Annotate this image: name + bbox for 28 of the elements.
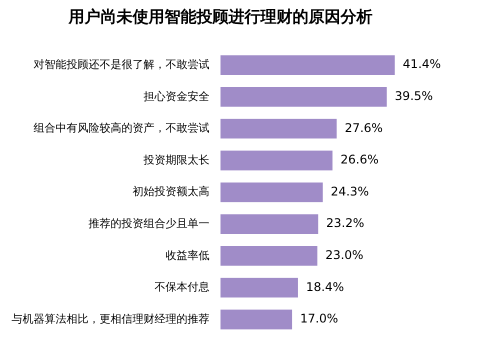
bar	[220, 278, 298, 298]
y-tick-label: 组合中有风险较高的资产，不敢尝试	[34, 122, 210, 135]
data-label: 41.4%	[402, 57, 441, 72]
bar	[220, 55, 395, 75]
data-label: 39.5%	[394, 89, 433, 104]
y-tick-label: 不保本付息	[154, 280, 210, 294]
bar	[220, 214, 318, 234]
bar	[220, 118, 337, 139]
y-tick-label: 对智能投顾还不是很了解，不敢尝试	[34, 58, 210, 71]
y-tick-label: 与机器算法相比，更相信理财经理的推荐	[12, 312, 210, 326]
bar	[220, 310, 292, 330]
chart-title: 用户尚未使用智能投顾进行理财的原因分析	[68, 6, 372, 26]
data-label: 26.6%	[340, 152, 379, 167]
data-label: 18.4%	[306, 280, 344, 294]
y-tick-label: 初始投资额太高	[132, 185, 210, 198]
data-label: 23.0%	[325, 248, 364, 262]
data-label: 27.6%	[344, 120, 383, 135]
bar	[220, 150, 332, 170]
bar	[220, 87, 387, 107]
y-tick-label: 推荐的投资组合少且单一	[88, 216, 210, 230]
data-label: 23.2%	[326, 216, 364, 230]
bar	[220, 246, 318, 266]
y-tick-label: 投资期限太长	[142, 153, 210, 166]
data-label: 17.0%	[300, 312, 338, 326]
data-label: 24.3%	[330, 184, 369, 198]
bar	[220, 182, 323, 202]
y-tick-label: 收益率低	[166, 248, 210, 262]
y-tick-label: 担心资金安全	[144, 90, 210, 103]
